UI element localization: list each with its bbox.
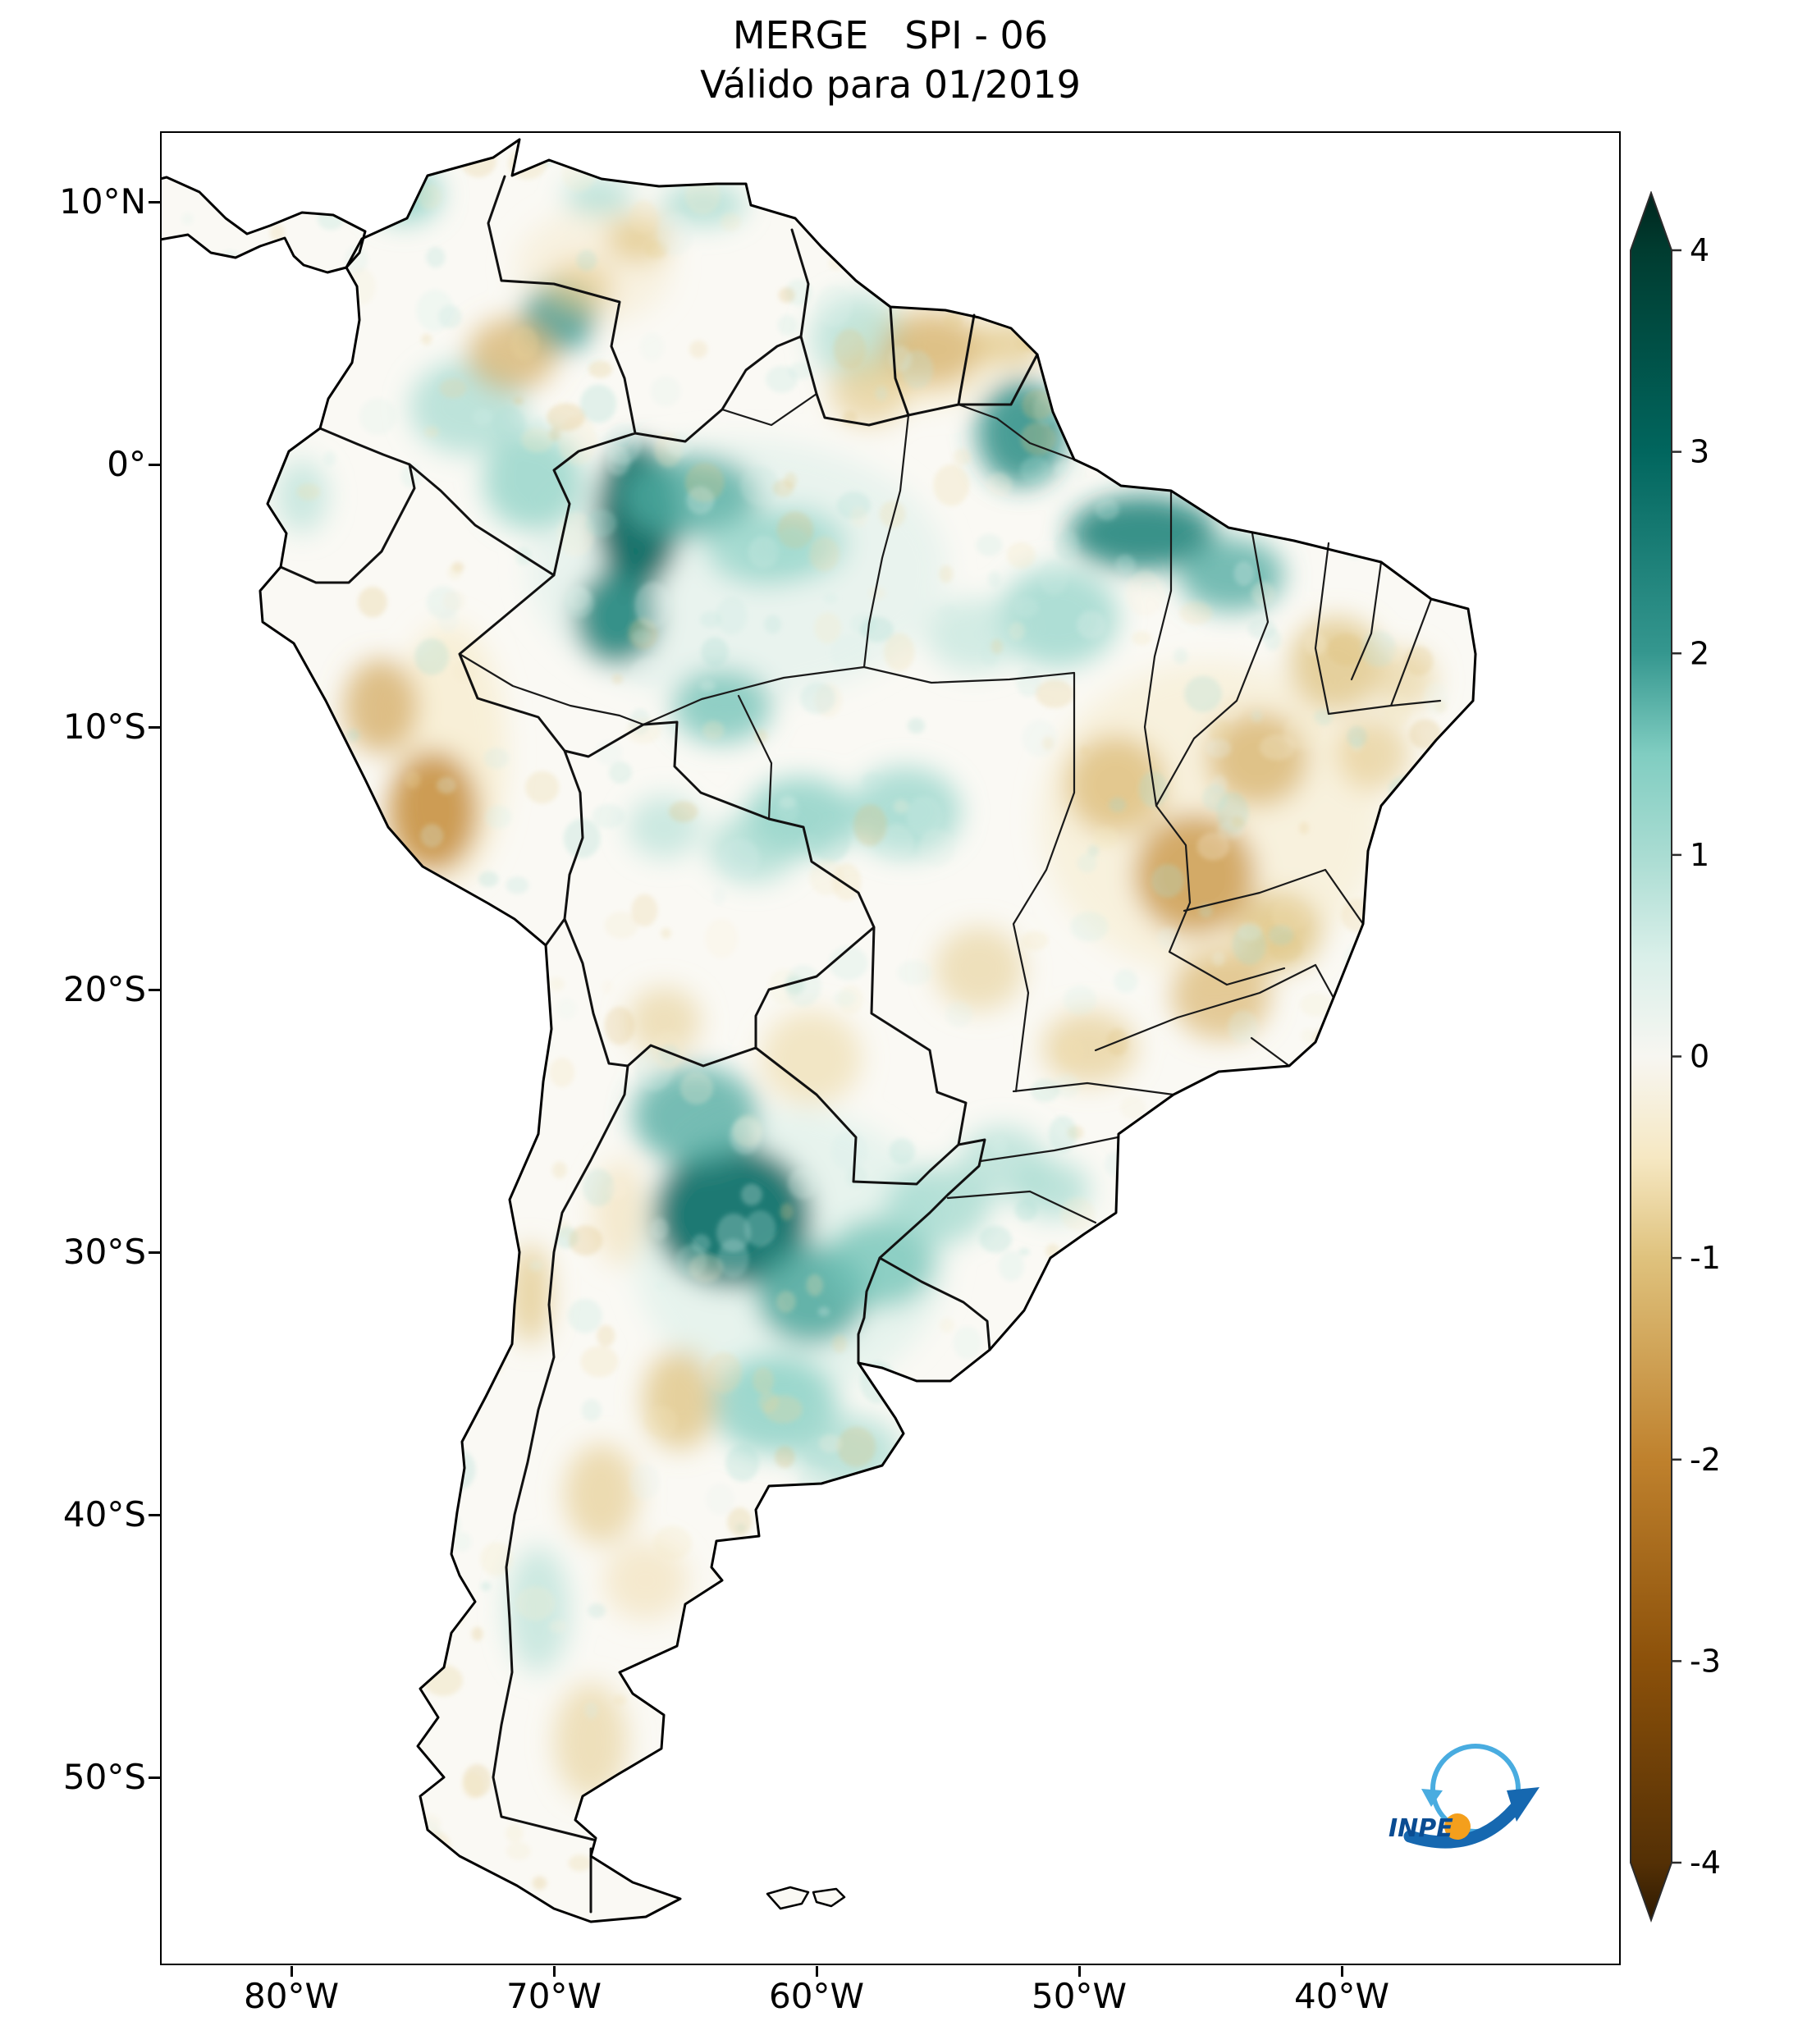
colorbar-tick-label: 4 (1690, 232, 1709, 268)
inpe-orbit-arrowhead (1421, 1789, 1443, 1807)
y-tick-label: 0° (107, 444, 146, 485)
colorbar-tick-label: 3 (1690, 434, 1709, 470)
colorbar-ticks: 4 3 2 1 0 -1 -2 -3 -4 (1672, 232, 1721, 1881)
y-tick-label: 40°S (62, 1494, 146, 1535)
figure-subtitle: Válido para 01/2019 (700, 62, 1081, 107)
inpe-logo-text: INPE (1389, 1814, 1453, 1843)
inpe-logo: INPE (1389, 1744, 1540, 1849)
x-tick-label: 80°W (244, 1976, 339, 2016)
colorbar-tick-label: 1 (1690, 837, 1709, 873)
colorbar-tick-label: -2 (1690, 1442, 1721, 1478)
colorbar-tick-label: -3 (1690, 1643, 1721, 1679)
y-tick-label: 50°S (62, 1757, 146, 1798)
x-tick-label: 60°W (769, 1976, 864, 2016)
y-tick-label: 10°S (62, 706, 146, 748)
x-tick-mark (290, 1966, 293, 1977)
y-tick-mark (149, 725, 160, 729)
x-tick-mark (815, 1966, 818, 1977)
y-tick-label: 30°S (62, 1232, 146, 1273)
y-tick-mark (149, 200, 160, 203)
x-tick-mark (552, 1966, 556, 1977)
state-borders (458, 392, 1442, 1224)
y-tick-mark (149, 463, 160, 466)
colorbar-tick-label: -4 (1690, 1845, 1721, 1881)
colorbar-tick-label: 0 (1690, 1039, 1709, 1075)
map-plot-area: INPE (160, 131, 1621, 1965)
country-borders (279, 175, 1039, 1914)
x-tick-label: 50°W (1032, 1976, 1127, 2016)
y-tick-label: 20°S (62, 969, 146, 1010)
y-tick-mark (149, 1776, 160, 1779)
x-tick-mark (1077, 1966, 1081, 1977)
colorbar-tick-label: -1 (1690, 1240, 1721, 1276)
y-tick-mark (149, 1251, 160, 1254)
colorbar-gradient-bar (1630, 191, 1672, 1923)
map-svg: INPE (160, 138, 1540, 1923)
inpe-arrow-icon (1403, 1802, 1521, 1849)
y-tick-mark (149, 1513, 160, 1516)
y-tick-label: 10°N (59, 181, 146, 222)
y-tick-mark (149, 988, 160, 991)
x-tick-mark (1340, 1966, 1343, 1977)
colorbar: 4 3 2 1 0 -1 -2 -3 -4 (1630, 191, 1721, 1923)
inpe-orange-dot (1444, 1813, 1471, 1840)
x-tick-label: 70°W (506, 1976, 602, 2016)
figure-title: MERGE SPI - 06 (732, 13, 1049, 57)
inpe-arrow-head (1507, 1787, 1540, 1822)
x-tick-label: 40°W (1294, 1976, 1389, 2016)
colorbar-tick-label: 2 (1690, 635, 1709, 671)
